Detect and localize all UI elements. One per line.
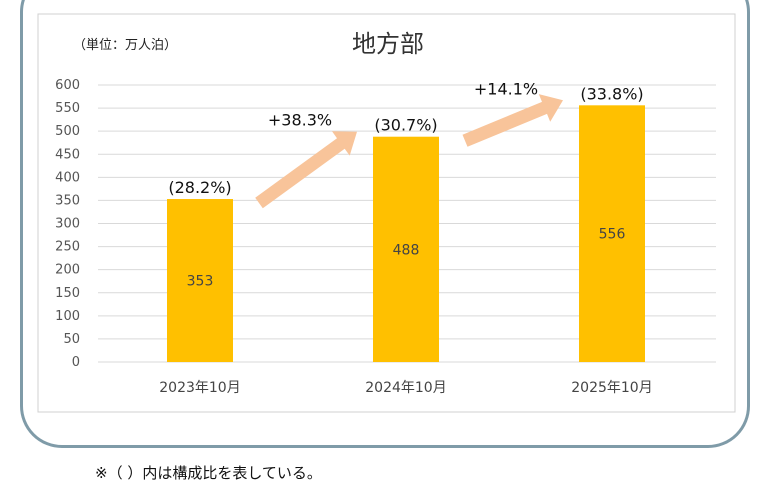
growth-arrow [255, 131, 357, 209]
plot-area-border [37, 13, 736, 413]
y-tick-label: 600 [55, 78, 80, 93]
bar [373, 136, 439, 362]
data-labels: 353 (28.2%) 488 (30.7%) 556 (33.8%) +38.3% +14.… [168, 79, 643, 289]
x-tick-label: 2023年10月 [159, 380, 240, 396]
y-tick-label: 350 [55, 193, 80, 208]
y-tick-label: 300 [55, 217, 80, 232]
share-label: (30.7%) [374, 116, 437, 135]
y-tick-label: 550 [55, 101, 80, 116]
y-tick-label: 250 [55, 240, 80, 255]
bar [167, 199, 233, 362]
y-tick-label: 0 [72, 355, 80, 370]
y-tick-label: 400 [55, 170, 80, 185]
y-tick-label: 200 [55, 263, 80, 278]
y-tick-label: 50 [63, 332, 80, 347]
footnote: ※（ ）内は構成比を表している。 [95, 464, 322, 482]
chart-title: 地方部 [352, 30, 424, 58]
growth-arrows [255, 94, 563, 209]
unit-label: （単位：万人泊） [73, 37, 177, 53]
y-axis-ticks: 0 50 100 150 200 250 300 350 400 450 500 550 600 [55, 78, 80, 370]
bar-value-label: 488 [393, 242, 420, 258]
growth-label: +38.3% [268, 111, 332, 130]
y-tick-label: 150 [55, 286, 80, 301]
x-tick-label: 2024年10月 [365, 380, 446, 396]
bar-value-label: 556 [599, 227, 626, 243]
growth-label: +14.1% [474, 79, 538, 98]
share-label: (28.2%) [168, 178, 231, 197]
y-tick-label: 450 [55, 147, 80, 162]
x-tick-label: 2025年10月 [571, 380, 652, 396]
x-axis-ticks: 2023年10月 2024年10月 2025年10月 [159, 380, 652, 396]
bars [167, 105, 645, 363]
growth-arrow [462, 94, 563, 147]
bar [579, 105, 645, 363]
y-tick-label: 100 [55, 309, 80, 324]
y-tick-label: 500 [55, 124, 80, 139]
share-label: (33.8%) [580, 84, 643, 103]
bar-value-label: 353 [187, 274, 214, 290]
